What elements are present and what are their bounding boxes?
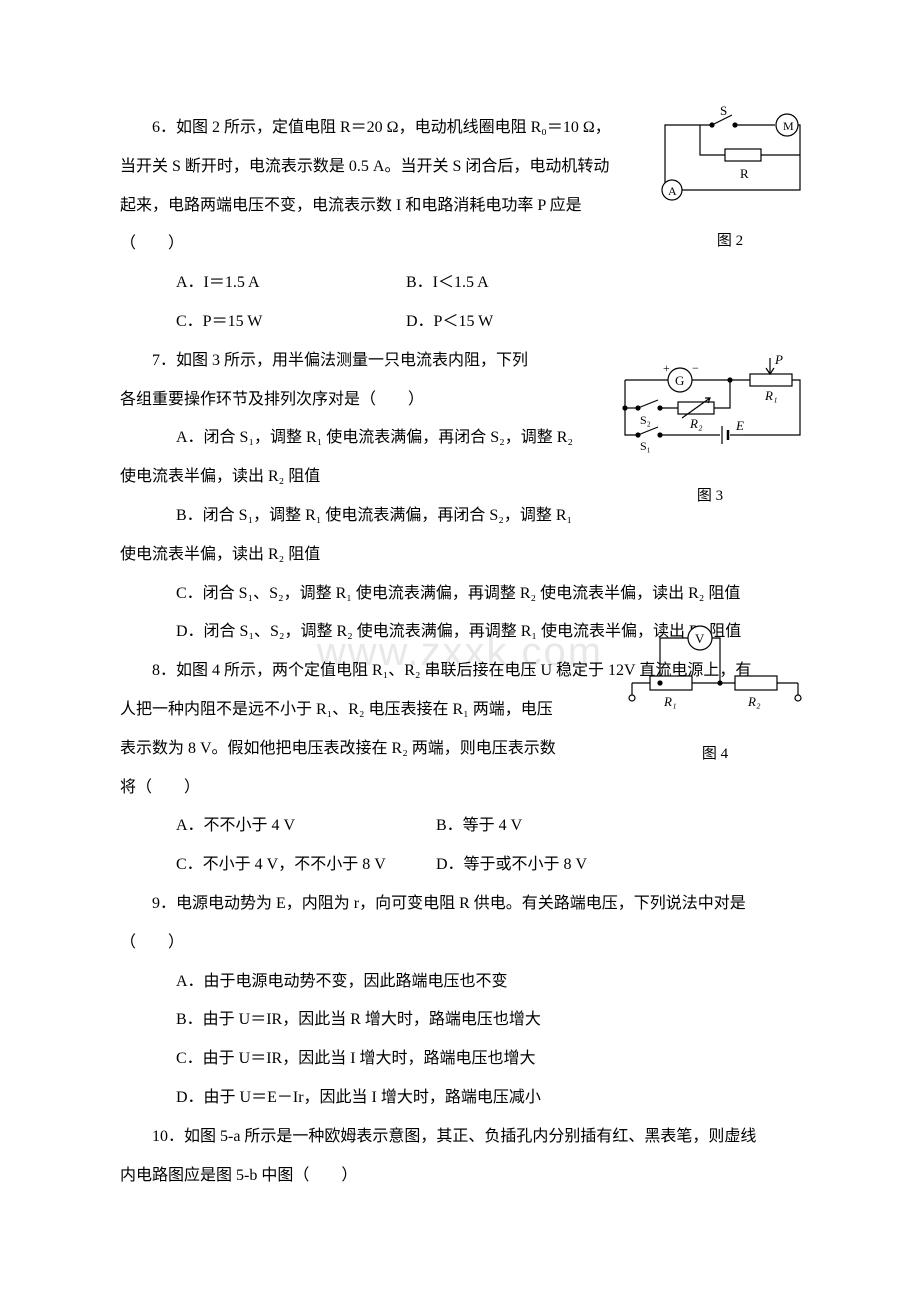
q7-opt-c: C．闭合 S₁、S₂，调整 R₁ 使电流表满偏，再调整 R₂ 使电流表半偏，读出… xyxy=(120,576,800,613)
q8-opt-a: A．不不小于 4 V xyxy=(176,808,436,845)
q8-opt-b: B．等于 4 V xyxy=(436,808,522,845)
fig3-s2: S₂ xyxy=(640,413,651,427)
q9-line2: （ ） xyxy=(120,925,800,962)
q8-line4: 将（ ） xyxy=(120,770,800,807)
q6-opt-d: D．P＜15 W xyxy=(406,304,636,341)
fig2-label-s: S xyxy=(720,105,727,118)
fig4-r2: R₂ xyxy=(747,694,761,709)
q7-opt-b2: 使电流表半偏，读出 R₂ 阻值 xyxy=(120,537,800,574)
fig2-label-a: A xyxy=(668,184,677,198)
q10-line2: 内电路图应是图 5-b 中图（ ） xyxy=(120,1158,800,1195)
fig3-plus: + xyxy=(663,361,670,375)
q10-line1: 10．如图 5-a 所示是一种欧姆表示意图，其正、负插孔内分别插有红、黑表笔，则… xyxy=(120,1119,800,1156)
q6-opt-b: B．I＜1.5 A xyxy=(406,265,636,302)
fig3-p: P xyxy=(774,352,783,367)
q9-opt-c: C．由于 U＝IR，因此当 I 增大时，路端电压也增大 xyxy=(120,1041,800,1078)
document-body: S M R A 图 2 xyxy=(120,110,800,1194)
q6-opt-a: A．I＝1.5 A xyxy=(176,265,406,302)
fig4-r1: R₁ xyxy=(663,694,676,709)
q9-opt-b: B．由于 U＝IR，因此当 R 增大时，路端电压也增大 xyxy=(120,1002,800,1039)
fig2-label-m: M xyxy=(783,119,794,133)
figure-2-caption: 图 2 xyxy=(650,224,810,259)
fig4-v: V xyxy=(695,631,705,646)
fig3-e: E xyxy=(735,418,744,433)
q9-opt-d: D．由于 U＝E－Ir，因此当 I 增大时，路端电压减小 xyxy=(120,1080,800,1117)
q6-opt-c: C．P＝15 W xyxy=(176,304,406,341)
figure-4-caption: 图 4 xyxy=(620,737,810,772)
fig3-s1: S₁ xyxy=(640,439,651,453)
figure-3-caption: 图 3 xyxy=(610,479,810,514)
q8-opt-c: C．不小于 4 V，不不小于 8 V xyxy=(176,847,436,884)
q9-opt-a: A．由于电源电动势不变，因此路端电压也不变 xyxy=(120,964,800,1001)
q9-line1: 9．电源电动势为 E，内阻为 r，向可变电阻 R 供电。有关路端电压，下列说法中… xyxy=(120,886,800,923)
fig3-r1: R₁ xyxy=(764,388,777,403)
fig2-label-r: R xyxy=(740,166,749,181)
fig3-r2: R₂ xyxy=(689,416,703,431)
q8-opt-d: D．等于或不小于 8 V xyxy=(436,847,587,884)
figure-2: S M R A 图 2 xyxy=(650,105,810,258)
fig3-g: G xyxy=(675,373,684,388)
fig3-minus: − xyxy=(692,361,699,375)
figure-3: + G − P R₁ S₂ R₂ E S₁ 图 3 xyxy=(610,350,810,513)
figure-4: V R₁ R₂ 图 4 xyxy=(620,618,810,771)
